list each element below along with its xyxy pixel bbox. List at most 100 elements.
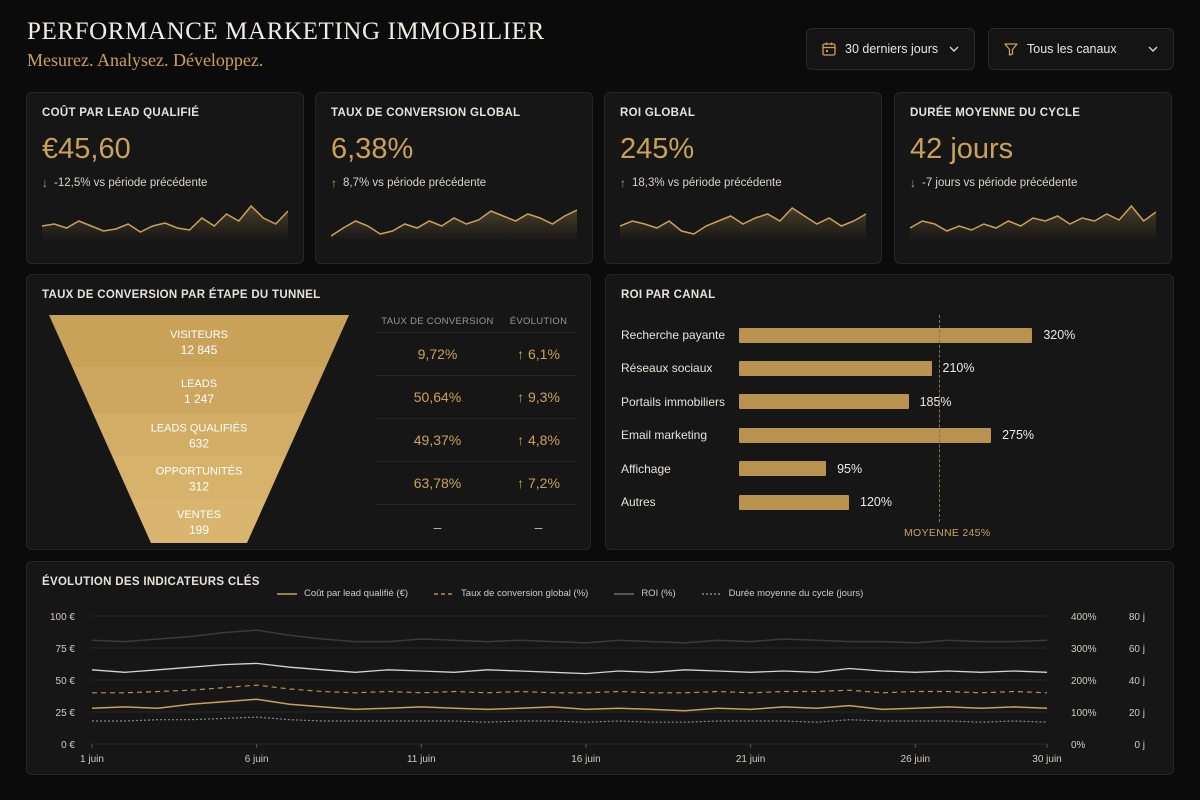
roi-value: 320% [1043,328,1076,342]
table-row: 63,78% ↑ 7,2% [375,462,577,505]
evolution-cell: – [534,518,543,535]
y-tick-left: 0 € [61,740,75,751]
kpi-delta: ↑ 8,7% vs période précédente [331,176,577,190]
funnel-stage [131,499,267,543]
roi-bar [739,394,909,410]
kpi-label: COÛT PAR LEAD QUALIFIÉ [42,107,200,119]
legend-swatch [701,592,722,595]
kpi-delta: ↑ 18,3% vs période précédente [620,176,866,190]
legend-swatch [614,592,635,595]
funnel-stage-name: VISITEURS [170,329,228,341]
rate-cell: 50,64% [413,389,462,405]
kpi-delta: ↓ -7 jours vs période précédente [910,176,1156,190]
series-line-background [91,629,1048,644]
y-tick-left: 25 € [56,708,76,719]
arrow-down-icon: ↓ [42,176,48,190]
chart-legend: Coût par lead qualifié (€) Taux de conver… [277,588,889,599]
table-row: 9,72% ↑ 6,1% [375,333,577,376]
legend-item: ROI (%) [614,588,676,599]
arrow-up-icon: ↑ [620,176,626,190]
col-header-evolution: ÉVOLUTION [509,316,568,327]
legend-swatch [277,592,297,595]
roi-bar [739,327,1033,343]
funnel-stage-name: LEADS [181,378,217,390]
y-tick-right-pct: 0% [1071,740,1086,751]
roi-bar [739,494,849,510]
roi-value: 95% [837,461,863,476]
channel-label: Recherche payante [621,328,726,342]
y-tick-left: 100 € [50,612,75,623]
chevron-down-icon [948,43,960,55]
average-label: MOYENNE 245% [904,527,991,539]
calendar-icon [821,41,837,57]
series-line [92,716,1048,723]
funnel-title: TAUX DE CONVERSION PAR ÉTAPE DU TUNNEL [42,289,321,301]
kpi-value: €45,60 [42,133,131,165]
channel-filter-label: Tous les canaux [1027,42,1117,56]
legend-label: ROI (%) [641,588,676,599]
x-tick-label: 6 juin [245,754,269,765]
funnel-stage [112,456,286,499]
sparkline [331,209,577,241]
funnel-table: TAUX DE CONVERSION ÉVOLUTION 9,72% ↑ 6,1%… [375,311,577,548]
funnel-stage [49,315,349,367]
channel-label: Email marketing [621,428,708,443]
average-line [938,315,940,522]
table-row: – – [375,505,577,548]
kpi-label: TAUX DE CONVERSION GLOBAL [331,107,521,119]
channel-filter-dropdown[interactable]: Tous les canaux [988,28,1174,70]
kpi-delta: ↓ -12,5% vs période précédente [42,176,288,190]
kpi-delta-text: 18,3% vs période précédente [632,177,782,189]
kpi-label: DURÉE MOYENNE DU CYCLE [910,107,1081,119]
kpi-value: 245% [620,133,695,165]
kpi-delta-text: -12,5% vs période précédente [54,177,208,189]
legend-label: Coût par lead qualifié (€) [304,588,409,599]
period-filter-label: 30 derniers jours [845,42,939,56]
sparkline [620,207,866,241]
legend-swatch [434,592,455,595]
roi-title: ROI PAR CANAL [621,289,716,301]
y-tick-left: 75 € [56,644,76,655]
x-tick-label: 11 juin [407,754,436,765]
funnel-stage-name: VENTES [177,509,221,521]
channel-label: Réseaux sociaux [621,361,713,376]
evolution-cell: ↑ 4,8% [517,432,560,448]
roi-bar [739,461,827,477]
roi-by-channel-panel: ROI PAR CANAL Recherche payante 320% Résea… [605,274,1174,550]
roi-value: 185% [919,394,952,409]
y-tick-right-days: 0 j [1134,740,1145,751]
kpi-value: 42 jours [910,133,1014,165]
funnel-stage-count: 12 845 [181,343,218,357]
roi-row: Réseaux sociaux 210% [621,359,974,377]
trend-chart: 100 € 400% 80 j 75 € 300% 60 j 50 € 200% 40 j 25 … [50,612,1145,765]
sparkline-line [331,209,577,237]
roi-value: 210% [942,361,975,376]
sparkline-line [910,204,1156,232]
legend-label: Taux de conversion global (%) [461,588,589,599]
period-filter-dropdown[interactable]: 30 derniers jours [806,28,975,70]
x-tick-label: 30 juin [1032,754,1061,765]
funnel-chart: VISITEURS 12 845 LEADS 1 247 LEADS QUALIFIÉS… [49,315,349,543]
roi-row: Autres 120% [621,493,892,511]
funnel-stage-count: 312 [189,480,209,494]
kpi-card-cycle-duration: DURÉE MOYENNE DU CYCLE 42 jours ↓ -7 jour… [894,92,1172,264]
kpi-value: 6,38% [331,133,414,165]
arrow-down-icon: ↓ [910,176,916,190]
roi-row: Portails immobiliers 185% [621,393,952,411]
funnel-stage-count: 632 [189,437,209,451]
funnel-stage-name: LEADS QUALIFIÉS [151,422,248,435]
y-tick-right-pct: 100% [1071,708,1097,719]
y-tick-right-pct: 200% [1071,676,1097,687]
sparkline-area [910,206,1156,241]
funnel-stage-count: 199 [189,523,209,537]
funnel-panel: TAUX DE CONVERSION PAR ÉTAPE DU TUNNEL V… [26,274,591,550]
roi-row: Email marketing 275% [621,426,1034,444]
legend-item: Durée moyenne du cycle (jours) [701,588,863,599]
rate-cell: 9,72% [417,346,458,362]
sparkline-area [331,210,577,241]
rate-cell: 49,37% [413,432,462,448]
page-subtitle: Mesurez. Analysez. Développez. [27,50,264,70]
trend-panel: ÉVOLUTION DES INDICATEURS CLÉS Coût par … [26,561,1174,775]
sparkline-line [620,207,866,235]
rate-cell: – [433,518,442,535]
